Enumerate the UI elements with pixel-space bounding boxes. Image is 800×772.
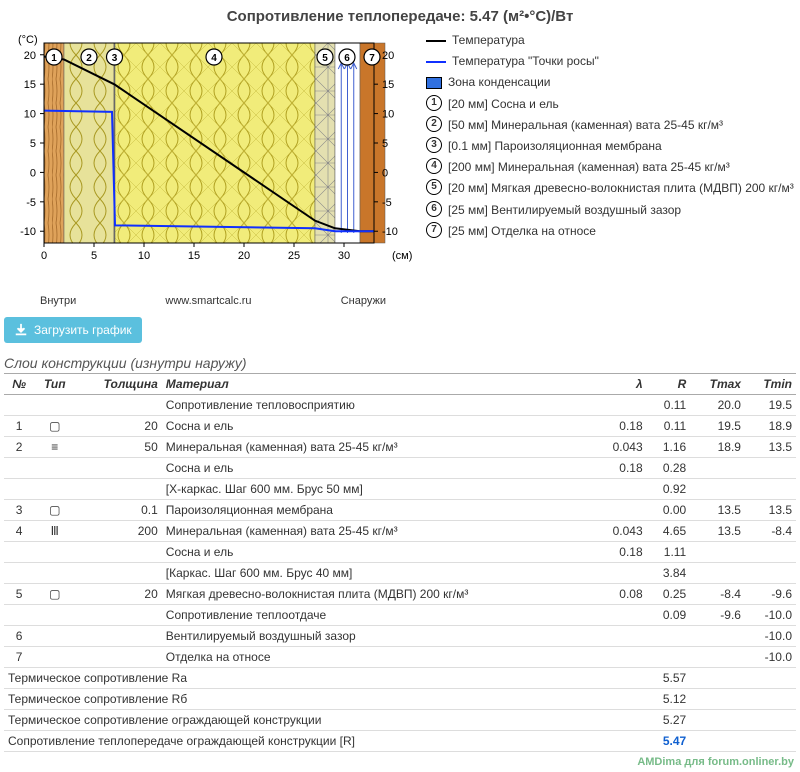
- svg-text:1: 1: [51, 53, 57, 64]
- svg-text:-10: -10: [20, 226, 36, 238]
- th-thickness: Толщина: [75, 374, 161, 395]
- table-row: 4 Ⅲ 200 Минеральная (каменная) вата 25-4…: [4, 521, 796, 542]
- download-chart-button[interactable]: Загрузить график: [4, 317, 142, 343]
- th-tmax: Tmax: [690, 374, 745, 395]
- svg-text:-10: -10: [382, 226, 398, 238]
- svg-text:15: 15: [24, 79, 36, 91]
- layer-marker-1: 1: [426, 95, 442, 111]
- svg-text:5: 5: [382, 138, 388, 150]
- svg-text:-5: -5: [26, 197, 36, 209]
- summary-row: Термическое сопротивление ограждающей ко…: [4, 710, 796, 731]
- layer-label-3: [0.1 мм] Пароизоляционная мембрана: [448, 137, 796, 156]
- th-r: R: [647, 374, 691, 395]
- label-source: www.smartcalc.ru: [165, 295, 251, 307]
- legend-layer-6: 6 [25 мм] Вентилируемый воздушный зазор: [426, 201, 796, 220]
- table-row: 1 ▢ 20 Сосна и ель 0.18 0.11 19.5 18.9: [4, 416, 796, 437]
- table-row: 2 ≡ 50 Минеральная (каменная) вата 25-45…: [4, 437, 796, 458]
- final-row: Сопротивление теплопередаче ограждающей …: [4, 731, 796, 752]
- table-row: 3 ▢ 0.1 Пароизоляционная мембрана 0.00 1…: [4, 500, 796, 521]
- layer-label-5: [20 мм] Мягкая древесно-волокнистая плит…: [448, 179, 796, 198]
- table-row: 7 Отделка на относе -10.0: [4, 647, 796, 668]
- svg-text:5: 5: [91, 250, 97, 262]
- legend-layer-1: 1 [20 мм] Сосна и ель: [426, 95, 796, 114]
- table-row: [X-каркас. Шаг 600 мм. Брус 50 мм] 0.92: [4, 479, 796, 500]
- svg-text:15: 15: [188, 250, 200, 262]
- watermark: AMDima для forum.onliner.by: [637, 756, 794, 768]
- cond-swatch: [426, 77, 442, 89]
- layer-marker-2: 2: [426, 116, 442, 132]
- table-title: Слои конструкции (изнутри наружу): [4, 355, 796, 371]
- legend-dew: Температура "Точки росы": [452, 52, 599, 71]
- svg-text:(°С): (°С): [18, 34, 38, 46]
- svg-text:3: 3: [112, 53, 118, 64]
- download-label: Загрузить график: [34, 323, 132, 337]
- layer-marker-7: 7: [426, 222, 442, 238]
- legend-layer-4: 4 [200 мм] Минеральная (каменная) вата 2…: [426, 158, 796, 177]
- svg-text:4: 4: [211, 53, 217, 64]
- svg-text:7: 7: [369, 53, 375, 64]
- svg-text:2: 2: [86, 53, 92, 64]
- svg-text:20: 20: [382, 50, 394, 62]
- layer-label-4: [200 мм] Минеральная (каменная) вата 25-…: [448, 158, 796, 177]
- table-row: Сосна и ель 0.18 1.11: [4, 542, 796, 563]
- legend-temp: Температура: [452, 31, 525, 50]
- summary-row: Термическое сопротивление Rб5.12: [4, 689, 796, 710]
- legend: Температура Температура "Точки росы" Зон…: [414, 31, 796, 307]
- page-title: Сопротивление теплопередаче: 5.47 (м²•°С…: [4, 4, 796, 31]
- legend-layer-7: 7 [25 мм] Отделка на относе: [426, 222, 796, 241]
- svg-text:(см): (см): [392, 250, 412, 262]
- table-row: Сосна и ель 0.18 0.28: [4, 458, 796, 479]
- layer-label-2: [50 мм] Минеральная (каменная) вата 25-4…: [448, 116, 796, 135]
- svg-text:25: 25: [288, 250, 300, 262]
- layer-marker-3: 3: [426, 137, 442, 153]
- table-row: 6 Вентилируемый воздушный зазор -10.0: [4, 626, 796, 647]
- label-outside: Снаружи: [341, 295, 386, 307]
- th-material: Материал: [162, 374, 594, 395]
- wall-section-chart: -10-10-5-50055101015152020(°С)0510152025…: [4, 31, 414, 295]
- svg-text:15: 15: [382, 79, 394, 91]
- download-icon: [14, 323, 28, 337]
- svg-text:10: 10: [382, 109, 394, 121]
- layer-marker-4: 4: [426, 158, 442, 174]
- svg-text:-5: -5: [382, 197, 392, 209]
- svg-text:5: 5: [30, 138, 36, 150]
- layers-table: № Тип Толщина Материал λ R Tmax Tmin Соп…: [4, 373, 796, 752]
- layer-label-6: [25 мм] Вентилируемый воздушный зазор: [448, 201, 796, 220]
- svg-text:20: 20: [238, 250, 250, 262]
- table-row: Сопротивление теплоотдаче 0.09 -9.6 -10.…: [4, 605, 796, 626]
- table-row: Сопротивление тепловосприятию 0.11 20.0 …: [4, 395, 796, 416]
- summary-row: Термическое сопротивление Rа5.57: [4, 668, 796, 689]
- table-row: 5 ▢ 20 Мягкая древесно-волокнистая плита…: [4, 584, 796, 605]
- svg-text:20: 20: [24, 50, 36, 62]
- svg-text:10: 10: [138, 250, 150, 262]
- legend-layer-2: 2 [50 мм] Минеральная (каменная) вата 25…: [426, 116, 796, 135]
- th-n: №: [4, 374, 34, 395]
- legend-layer-5: 5 [20 мм] Мягкая древесно-волокнистая пл…: [426, 179, 796, 198]
- legend-layer-3: 3 [0.1 мм] Пароизоляционная мембрана: [426, 137, 796, 156]
- svg-text:5: 5: [322, 53, 328, 64]
- temp-line-swatch: [426, 40, 446, 42]
- svg-text:0: 0: [382, 167, 388, 179]
- svg-text:30: 30: [338, 250, 350, 262]
- th-tmin: Tmin: [745, 374, 796, 395]
- chart-container: -10-10-5-50055101015152020(°С)0510152025…: [4, 31, 414, 307]
- dew-line-swatch: [426, 61, 446, 63]
- layer-label-7: [25 мм] Отделка на относе: [448, 222, 796, 241]
- th-lambda: λ: [594, 374, 647, 395]
- legend-cond: Зона конденсации: [448, 73, 551, 92]
- svg-text:6: 6: [344, 53, 350, 64]
- th-type: Тип: [34, 374, 75, 395]
- svg-text:0: 0: [41, 250, 47, 262]
- layer-marker-6: 6: [426, 201, 442, 217]
- label-inside: Внутри: [40, 295, 76, 307]
- layer-label-1: [20 мм] Сосна и ель: [448, 95, 796, 114]
- table-row: [Каркас. Шаг 600 мм. Брус 40 мм] 3.84: [4, 563, 796, 584]
- svg-text:0: 0: [30, 167, 36, 179]
- svg-text:10: 10: [24, 109, 36, 121]
- layer-marker-5: 5: [426, 179, 442, 195]
